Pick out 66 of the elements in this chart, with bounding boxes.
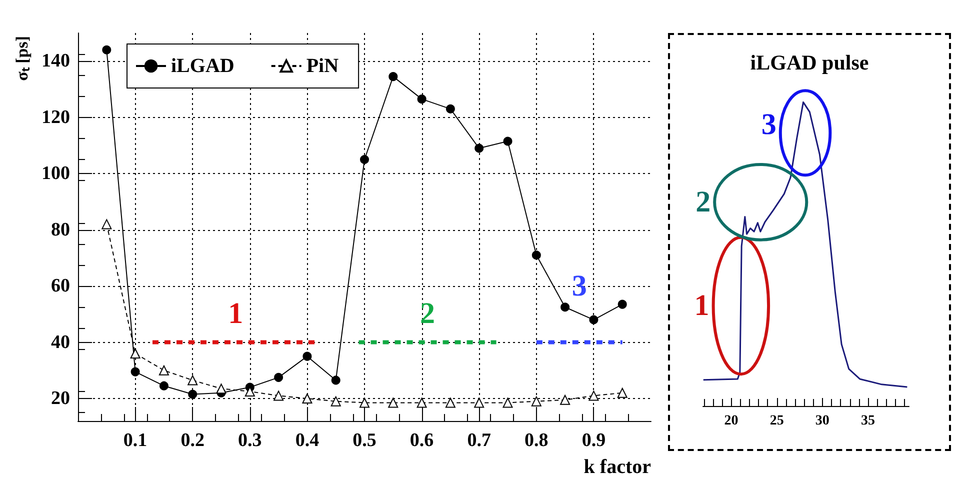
x-tick-label: 0.7 xyxy=(467,430,492,451)
chart-title: iLGAD pulse xyxy=(750,50,869,74)
x-tick-label: 0.2 xyxy=(180,430,204,451)
x-tick-label: 30 xyxy=(815,414,830,428)
x-tick-label: 0.5 xyxy=(352,430,376,451)
series-label: 1 xyxy=(228,296,244,330)
x-tick-label: 0.3 xyxy=(238,430,262,451)
point xyxy=(216,384,226,394)
y-tick-label: 20 xyxy=(51,388,70,410)
point xyxy=(302,394,312,404)
point xyxy=(158,365,169,376)
point xyxy=(188,375,198,386)
point xyxy=(618,300,627,309)
point xyxy=(388,398,398,408)
point xyxy=(446,104,455,114)
x-tick-label: 35 xyxy=(860,414,875,428)
x-tick-label: 20 xyxy=(724,414,738,428)
x-tick-label: 0.1 xyxy=(123,430,148,451)
y-tick-label: 100 xyxy=(42,163,70,184)
point xyxy=(502,398,513,408)
point xyxy=(130,348,140,359)
series-label: 3 xyxy=(572,270,587,303)
legend-label: PiN xyxy=(306,55,340,77)
annotation: 1 xyxy=(694,289,710,322)
y-axis-title: σₜ [ps] xyxy=(12,36,32,81)
point xyxy=(474,398,484,408)
point xyxy=(330,396,341,406)
point xyxy=(588,390,599,401)
point xyxy=(503,136,512,146)
annotation: 2 xyxy=(696,186,711,219)
point xyxy=(445,398,456,408)
point xyxy=(159,381,168,390)
point xyxy=(532,250,541,260)
point xyxy=(617,388,628,398)
legend-label: iLGAD xyxy=(171,55,234,77)
series-label: 2 xyxy=(420,296,436,330)
y-tick-label: 140 xyxy=(42,50,70,72)
point xyxy=(416,398,427,408)
point xyxy=(302,352,312,361)
y-tick-label: 60 xyxy=(51,276,70,297)
x-tick-label: 0.4 xyxy=(295,430,320,451)
y-tick-label: 120 xyxy=(42,106,70,128)
point xyxy=(102,219,112,230)
annotation: 3 xyxy=(761,108,776,141)
x-tick-label: 0.8 xyxy=(524,430,548,451)
point xyxy=(474,144,484,153)
point xyxy=(417,94,426,104)
point xyxy=(274,372,284,382)
point xyxy=(130,367,140,376)
point xyxy=(560,302,570,312)
y-tick-label: 80 xyxy=(51,219,70,240)
y-tick-label: 40 xyxy=(51,332,70,353)
x-axis-title: k factor xyxy=(584,456,652,478)
point xyxy=(360,398,370,408)
point xyxy=(560,394,570,405)
point xyxy=(531,396,542,406)
x-tick-label: 0.9 xyxy=(582,430,606,451)
point xyxy=(589,315,598,324)
x-tick-label: 0.6 xyxy=(410,430,434,451)
point xyxy=(274,390,284,401)
point xyxy=(102,45,112,54)
point xyxy=(388,72,398,82)
point xyxy=(188,390,198,399)
x-tick-label: 25 xyxy=(770,414,784,428)
point xyxy=(331,376,340,385)
point xyxy=(360,155,369,164)
